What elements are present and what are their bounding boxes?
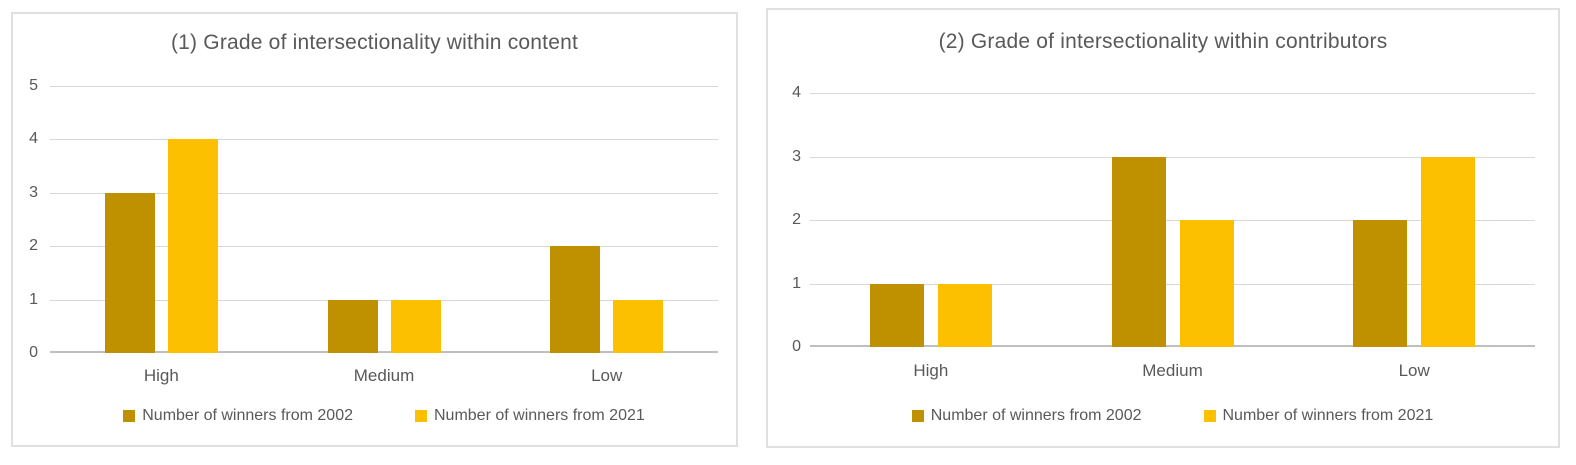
bar	[327, 299, 378, 353]
chart-panel-contributors: (2) Grade of intersectionality within co…	[766, 8, 1560, 448]
x-axis-label: High	[913, 361, 949, 380]
chart-panel-content: (1) Grade of intersectionality within co…	[11, 12, 738, 447]
legend-item: Number of winners from 2002	[123, 407, 353, 425]
bar	[167, 139, 218, 353]
x-axis-labels: High Medium Low	[810, 361, 1535, 381]
bar-group	[273, 86, 496, 353]
legend-item: Number of winners from 2021	[415, 407, 645, 425]
gridline	[810, 220, 1535, 221]
bar-group	[1293, 93, 1535, 347]
bar	[104, 192, 155, 353]
bar	[550, 246, 601, 353]
bar	[1179, 220, 1234, 347]
bar-groups	[50, 86, 718, 353]
bar	[1111, 156, 1166, 347]
x-axis-label: Medium	[1142, 361, 1203, 380]
bar	[390, 299, 441, 353]
legend-label: Number of winners from 2021	[434, 407, 645, 424]
gridline	[50, 86, 718, 87]
plot-grid	[810, 93, 1535, 347]
bar	[1353, 220, 1408, 347]
legend-label: Number of winners from 2002	[930, 407, 1142, 424]
y-tick-label: 2	[29, 237, 38, 255]
bar-group	[1052, 93, 1294, 347]
chart-title: (2) Grade of intersectionality within co…	[938, 30, 1388, 53]
legend-swatch	[1203, 410, 1216, 422]
y-tick-label: 0	[792, 338, 801, 355]
x-axis-line	[810, 345, 1535, 347]
legend-swatch	[911, 410, 924, 422]
legend-swatch	[415, 410, 427, 422]
plot-grid	[50, 86, 718, 353]
gridline	[50, 192, 718, 194]
gridline	[50, 139, 718, 141]
bar	[613, 299, 664, 353]
bar-group	[50, 86, 273, 353]
gridline	[810, 283, 1535, 285]
x-axis-label: High	[143, 366, 179, 385]
legend: Number of winners from 2002 Number of win…	[50, 407, 718, 425]
y-tick-label: 0	[29, 344, 38, 361]
bar	[937, 283, 992, 347]
gridline	[810, 156, 1535, 158]
bar-group	[495, 86, 718, 353]
x-axis-labels: High Medium Low	[50, 366, 718, 386]
y-tick-label: 5	[29, 77, 38, 94]
y-tick-label: 3	[29, 183, 38, 201]
y-tick-label: 1	[29, 290, 38, 308]
y-tick-label: 4	[29, 130, 38, 148]
plot-row: 0 1 2 3 4	[768, 85, 1535, 355]
gridline	[50, 299, 718, 301]
y-tick-label: 4	[792, 84, 801, 101]
legend-label: Number of winners from 2021	[1222, 407, 1434, 424]
legend-swatch	[123, 410, 136, 422]
bar	[1421, 156, 1476, 347]
plot-row: 0 1 2 3 4 5	[13, 78, 718, 361]
legend-item: Number of winners from 2002	[911, 407, 1142, 425]
bar-group	[810, 93, 1052, 347]
x-axis-label: Medium	[353, 366, 415, 385]
gridline	[50, 246, 718, 248]
y-axis: 0 1 2 3 4 5	[13, 78, 50, 361]
chart-title: (1) Grade of intersectionality within co…	[170, 31, 579, 54]
bar	[869, 283, 924, 347]
x-axis-label: Low	[1398, 361, 1430, 380]
legend-item: Number of winners from 2021	[1203, 407, 1434, 425]
legend-label: Number of winners from 2002	[142, 407, 353, 424]
y-tick-label: 3	[792, 147, 801, 165]
y-tick-label: 2	[792, 211, 801, 228]
x-axis-line	[50, 351, 718, 353]
gridline	[810, 93, 1535, 94]
bar-groups	[810, 93, 1535, 347]
y-axis: 0 1 2 3 4	[768, 85, 810, 355]
y-tick-label: 1	[792, 274, 801, 292]
legend: Number of winners from 2002 Number of win…	[810, 407, 1535, 425]
x-axis-label: Low	[591, 366, 623, 385]
